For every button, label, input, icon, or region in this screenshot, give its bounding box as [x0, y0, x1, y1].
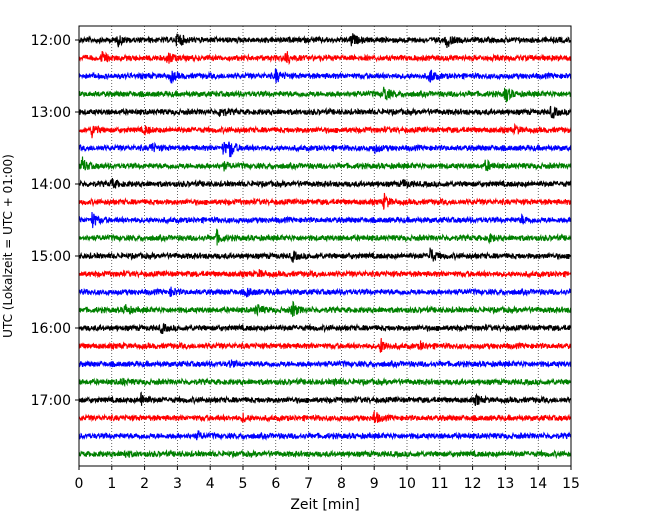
- seismic-trace: [78, 211, 572, 229]
- seismic-trace: [78, 269, 572, 279]
- x-tick-label: 10: [398, 476, 416, 492]
- seismic-trace: [78, 430, 572, 441]
- x-tick-label: 2: [140, 476, 149, 492]
- seismic-trace: [78, 286, 572, 298]
- x-tick-label: 9: [370, 476, 379, 492]
- y-tick-label: 17:00: [31, 393, 71, 409]
- seismic-trace: [78, 448, 572, 460]
- x-tick-label: 11: [431, 476, 449, 492]
- x-axis: 0 1 2 3 4 5 6 7 8 9 10 11 12 13 14 15: [75, 466, 580, 492]
- seismic-trace: [78, 192, 572, 210]
- seismic-trace: [78, 376, 572, 388]
- y-tick-label: 15:00: [31, 249, 71, 265]
- x-tick-label: 13: [496, 476, 514, 492]
- y-tick-label: 14:00: [31, 177, 71, 193]
- y-axis: 12:00 13:00 14:00 15:00 16:00 17:00: [31, 33, 79, 409]
- seismic-trace: [78, 228, 572, 246]
- seismic-trace: [78, 86, 572, 103]
- y-tick-label: 12:00: [31, 33, 71, 49]
- seismic-trace: [78, 141, 572, 158]
- x-tick-label: 5: [239, 476, 248, 492]
- seismic-trace: [78, 105, 572, 119]
- x-axis-label: Zeit [min]: [290, 497, 359, 513]
- x-tick-label: 15: [562, 476, 580, 492]
- x-tick-label: 7: [304, 476, 313, 492]
- y-tick-label: 13:00: [31, 105, 71, 121]
- seismic-trace: [78, 300, 572, 317]
- seismic-trace: [78, 359, 572, 369]
- y-tick-label: 16:00: [31, 321, 71, 337]
- seismic-trace: [78, 68, 572, 84]
- x-tick-label: 0: [75, 476, 84, 492]
- x-tick-label: 6: [271, 476, 280, 492]
- x-tick-label: 1: [107, 476, 116, 492]
- seismic-trace: [78, 391, 572, 406]
- seismic-trace: [78, 247, 572, 263]
- x-tick-label: 8: [337, 476, 346, 492]
- x-tick-label: 3: [173, 476, 182, 492]
- seismic-trace: [78, 122, 572, 139]
- seismic-trace: [78, 156, 572, 172]
- seismic-trace: [78, 322, 572, 335]
- x-tick-label: 4: [206, 476, 215, 492]
- vertical-grid: [111, 26, 539, 466]
- x-tick-label: 12: [464, 476, 482, 492]
- trace-group: [78, 33, 572, 460]
- seismic-trace: [78, 50, 572, 66]
- seismic-trace: [78, 177, 572, 189]
- x-tick-label: 14: [529, 476, 547, 492]
- seismic-trace: [78, 409, 572, 424]
- seismic-trace: [78, 33, 572, 48]
- y-axis-label: UTC (Lokalzeit = UTC + 01:00): [1, 154, 15, 338]
- seismic-trace: [78, 338, 572, 353]
- plot-frame: [78, 25, 572, 467]
